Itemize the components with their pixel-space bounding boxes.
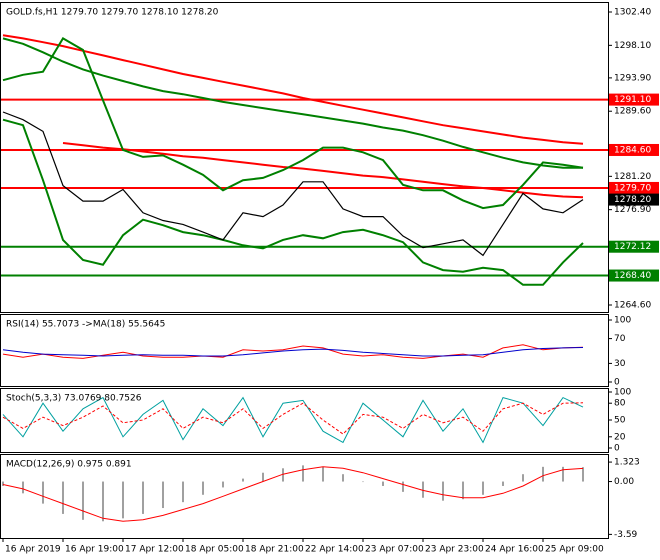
histogram-bar	[482, 481, 484, 495]
y-tick-label: 1302.40	[614, 8, 651, 18]
y-tick-label: 1281.20	[614, 172, 651, 182]
panel-frame	[0, 2, 609, 313]
y-tick-label: 70	[614, 334, 626, 344]
y-tick-label: 0	[614, 378, 620, 388]
x-tick-label: 16 Apr 2019	[5, 545, 61, 555]
panel-title: Stoch(5,3,3) 73.0769 80.7526	[6, 394, 142, 404]
level-label: 1272.12	[614, 242, 651, 252]
y-tick-label: 20	[614, 432, 626, 442]
series-line	[2, 37, 584, 210]
x-tick-label: 25 Apr 09:00	[545, 545, 604, 555]
y-tick-label: 80	[614, 399, 626, 409]
histogram-bar	[402, 481, 404, 492]
level-label: 1279.70	[614, 183, 651, 193]
y-tick-label: 1.323	[614, 458, 640, 468]
histogram-bar	[262, 472, 264, 482]
y-tick-label: 50	[614, 416, 626, 426]
y-tick-label: 1289.60	[614, 107, 651, 117]
y-tick-label: 1298.10	[614, 41, 651, 51]
series-line	[2, 34, 584, 145]
x-tick-label: 18 Apr 05:00	[185, 545, 244, 555]
level-tag	[609, 143, 659, 156]
histogram-bar	[22, 481, 24, 494]
histogram-bar	[2, 481, 4, 486]
panel-title: RSI(14) 55.7073 ->MA(18) 55.5645	[6, 320, 165, 330]
level-label: 1291.10	[614, 95, 651, 105]
y-tick-label: 100	[614, 316, 631, 326]
histogram-bar	[522, 474, 524, 482]
histogram-bar	[42, 481, 44, 504]
series-line	[2, 347, 584, 357]
y-tick-label: 1293.90	[614, 73, 651, 83]
histogram-bar	[82, 481, 84, 520]
histogram-bar	[62, 481, 64, 514]
histogram-bar	[182, 481, 184, 503]
histogram-bar	[422, 481, 424, 498]
series-line	[2, 111, 584, 257]
panel-title: GOLD.fs,H1 1279.70 1279.70 1278.10 1278.…	[6, 8, 219, 18]
histogram-bar	[162, 481, 164, 509]
histogram-bar	[222, 481, 224, 488]
panel-frame	[0, 314, 609, 387]
level-tag	[609, 269, 659, 282]
histogram-bar	[202, 481, 204, 495]
x-tick-label: 23 Apr 07:00	[365, 545, 424, 555]
series-line	[2, 37, 583, 169]
y-tick-label: 0.00	[614, 477, 634, 487]
x-tick-label: 22 Apr 14:00	[305, 545, 364, 555]
y-tick-label: 1276.90	[614, 205, 651, 215]
y-tick-label: 0	[614, 444, 620, 454]
series-line	[62, 142, 584, 199]
histogram-bar	[322, 466, 324, 482]
x-tick-label: 16 Apr 19:00	[65, 545, 124, 555]
price-tag	[609, 193, 659, 206]
histogram-bar	[282, 468, 284, 482]
y-tick-label: 30	[614, 359, 626, 369]
series-line	[2, 396, 584, 444]
histogram-bar	[462, 481, 464, 500]
histogram-bar	[442, 481, 444, 501]
histogram-bar	[342, 474, 344, 482]
x-tick-label: 23 Apr 23:00	[425, 545, 484, 555]
x-tick-label: 24 Apr 16:00	[485, 545, 544, 555]
y-tick-label: 100	[614, 388, 631, 398]
histogram-bar	[242, 478, 244, 482]
panel-frame	[0, 454, 609, 539]
histogram-bar	[382, 481, 384, 486]
y-tick-label: 1264.60	[614, 301, 651, 311]
histogram-bar	[562, 466, 564, 482]
histogram-bar	[142, 481, 144, 514]
histogram-bar	[362, 481, 364, 483]
histogram-bar	[102, 481, 104, 522]
histogram-bar	[582, 467, 584, 482]
level-tag	[609, 93, 659, 106]
histogram-bar	[302, 465, 304, 482]
x-tick-label: 17 Apr 12:00	[125, 545, 184, 555]
series-line	[2, 118, 584, 286]
level-tag	[609, 181, 659, 194]
histogram-bar	[542, 466, 544, 482]
panel-title: MACD(12,26,9) 0.975 0.891	[6, 460, 132, 470]
histogram-bar	[122, 481, 124, 519]
histogram-bar	[502, 481, 504, 486]
series-line	[2, 402, 584, 435]
y-tick-label: -3.59	[614, 530, 638, 540]
level-label: 1268.40	[614, 271, 651, 281]
series-line	[2, 466, 584, 522]
x-tick-label: 18 Apr 21:00	[245, 545, 304, 555]
level-label: 1284.60	[614, 145, 651, 155]
price-label: 1278.20	[614, 195, 651, 205]
level-tag	[609, 240, 659, 253]
